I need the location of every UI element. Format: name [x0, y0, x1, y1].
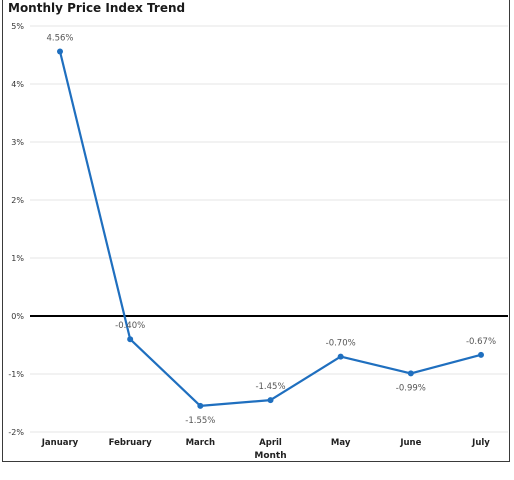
data-label: -0.67%	[466, 337, 496, 347]
x-axis-label: Month	[254, 451, 286, 461]
x-tick-label: March	[186, 438, 215, 448]
data-point[interactable]	[478, 351, 484, 358]
y-axis-ticks: 5% 4% 3% 2% 1% 0% -1% -2%	[8, 22, 24, 437]
data-label: -1.55%	[185, 416, 215, 426]
x-tick-label: June	[399, 438, 421, 448]
data-point[interactable]	[127, 336, 134, 343]
data-label: -0.99%	[396, 383, 426, 393]
data-point[interactable]	[407, 370, 414, 377]
data-point[interactable]	[267, 397, 274, 404]
y-tick-label: 2%	[11, 196, 24, 205]
data-labels: 4.56% -0.40% -1.55% -1.45% -0.70% -0.99% -0.67…	[46, 34, 496, 426]
x-tick-label: April	[259, 438, 282, 448]
x-tick-label: May	[331, 438, 351, 448]
data-label: -0.70%	[326, 339, 356, 349]
x-tick-label: July	[471, 438, 490, 448]
x-tick-label: February	[109, 438, 152, 448]
data-label: -0.40%	[115, 321, 145, 331]
y-tick-label: 5%	[11, 22, 24, 31]
chart-title: Monthly Price Index Trend	[8, 1, 186, 15]
data-label: -1.45%	[255, 382, 285, 392]
y-tick-label: 0%	[11, 312, 24, 321]
x-axis-ticks: January February March April May June July	[41, 438, 491, 448]
data-point[interactable]	[57, 48, 63, 55]
series-line	[58, 51, 482, 407]
y-tick-label: 1%	[11, 254, 24, 263]
x-tick-label: January	[41, 438, 79, 448]
series-price-index	[57, 48, 484, 409]
y-tick-label: -1%	[8, 370, 24, 379]
data-label: 4.56%	[46, 34, 73, 44]
data-point[interactable]	[337, 353, 344, 360]
gridlines	[30, 25, 508, 433]
y-tick-label: 4%	[11, 80, 24, 89]
chart-frame	[2, 0, 510, 462]
y-tick-label: -2%	[8, 428, 24, 437]
y-tick-label: 3%	[11, 138, 24, 147]
data-point[interactable]	[197, 402, 204, 409]
